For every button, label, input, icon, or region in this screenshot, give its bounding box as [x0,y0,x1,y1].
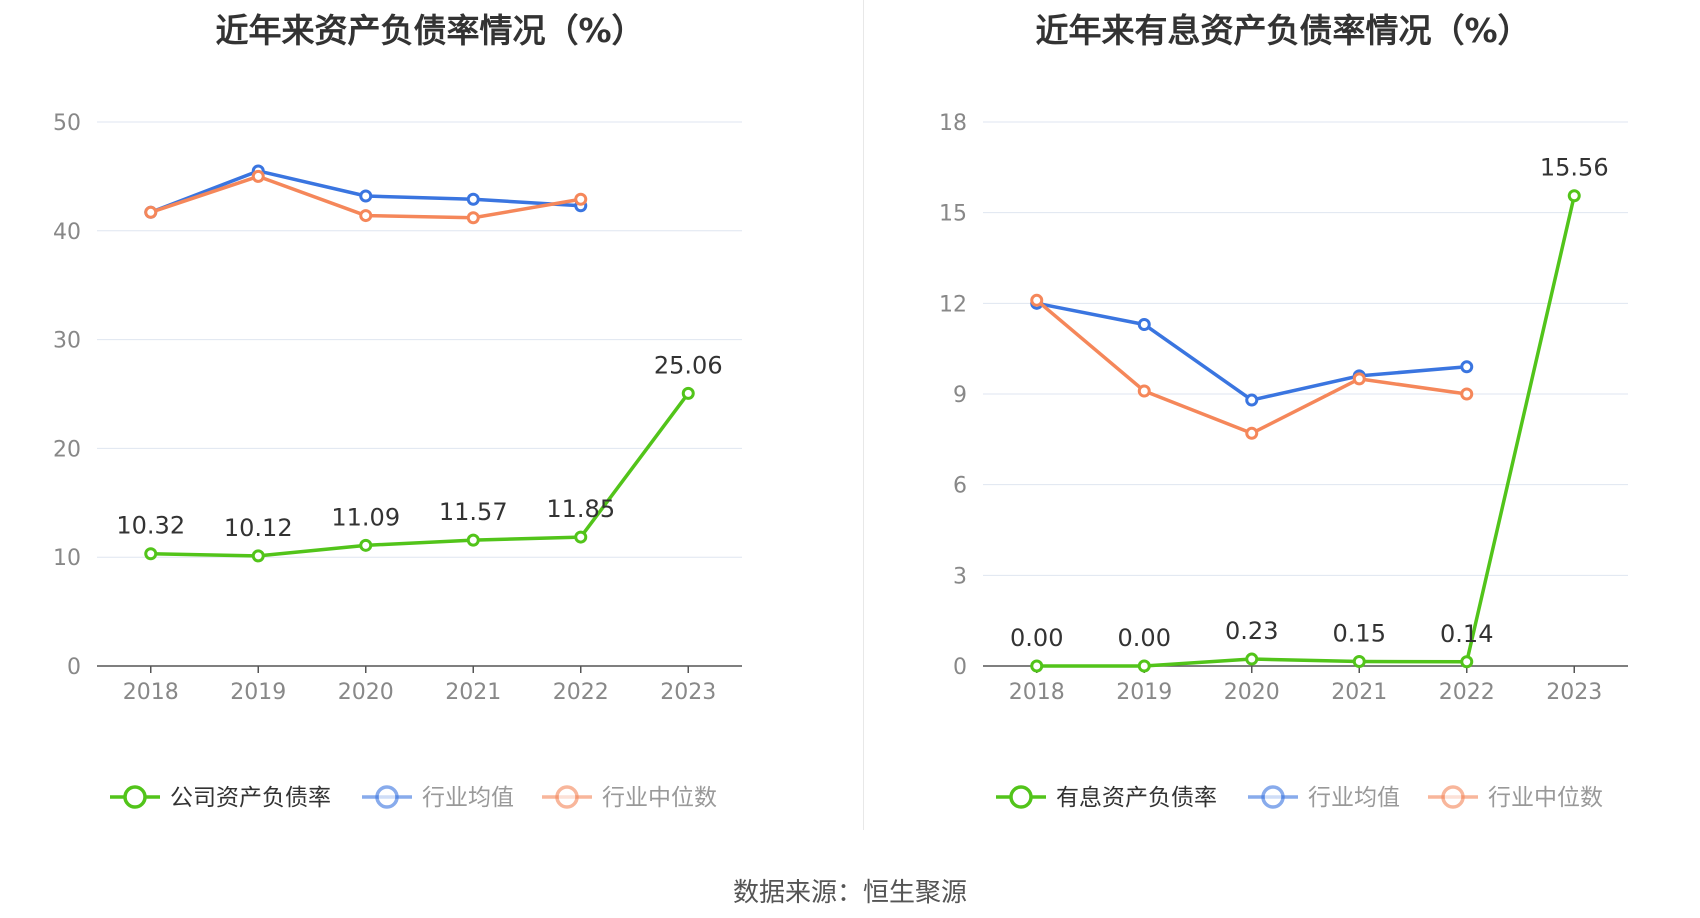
data-point [1030,659,1044,673]
data-point [1137,317,1151,331]
data-label: 10.12 [224,514,293,542]
series-industry-median [1030,293,1474,440]
data-point [1460,360,1474,374]
data-point [681,386,695,400]
y-tick-label: 15 [939,202,967,227]
y-tick-label: 50 [53,111,81,136]
legend-label: 行业均值 [422,785,514,811]
data-point [1245,426,1259,440]
gridlines: 0 3 6 9 12 15 18 [939,111,1628,680]
series-industry-median [144,169,588,225]
data-point [574,192,588,206]
data-point [359,189,373,203]
data-label: 25.06 [654,351,723,379]
data-point [1567,189,1581,203]
data-point [251,169,265,183]
legend-marker [1441,785,1465,809]
legend-label: 公司资产负债率 [170,785,331,811]
data-point [466,533,480,547]
panel-divider [863,0,864,830]
legend-marker [555,785,579,809]
data-point [1352,372,1366,386]
data-label: 0.23 [1225,617,1278,645]
series-company: 0.00 0.00 0.23 0.15 0.14 15.56 [1010,154,1609,673]
data-label: 11.57 [439,498,508,526]
data-point [144,547,158,561]
series-company: 10.32 10.12 11.09 11.57 11.85 25.06 [116,351,723,563]
data-point [144,205,158,219]
y-tick-label: 6 [953,474,967,499]
series-line [150,392,690,558]
x-tick-label: 2020 [338,680,394,705]
legend-label: 有息资产负债率 [1056,785,1217,811]
x-tick-label: 2020 [1224,680,1280,705]
chart-title: 近年来资产负债率情况（%） [215,11,645,50]
legend: 有息资产负债率 行业均值 行业中位数 [996,785,1603,811]
data-point [466,211,480,225]
data-point [1352,654,1366,668]
x-tick-label: 2022 [553,680,609,705]
legend-marker [1261,785,1285,809]
y-tick-label: 18 [939,111,967,136]
x-tick-label: 2019 [230,680,286,705]
data-point [251,549,265,563]
legend-label: 行业中位数 [1488,785,1603,811]
data-label: 0.00 [1010,624,1063,652]
x-tick-label: 2023 [660,680,716,705]
series-line [1035,298,1467,436]
x-tick-label: 2022 [1439,680,1495,705]
data-label: 11.09 [331,503,400,531]
gridlines: 0 10 20 30 40 50 [53,111,742,680]
chart-panel-debt-ratio: 近年来资产负债率情况（%） 0 10 20 30 40 50 2018 2019 2020 202… [0,0,860,830]
data-label: 10.32 [116,512,185,540]
data-point [359,209,373,223]
data-point [574,530,588,544]
chart-svg: 0 10 20 30 40 50 2018 2019 2020 2021 2022 2023 10.32… [53,111,742,811]
data-point [1245,652,1259,666]
data-label: 11.85 [546,495,615,523]
legend: 公司资产负债率 行业均值 行业中位数 [110,785,717,811]
series-line [1036,195,1576,668]
chart-panel-interest-debt-ratio: 近年来有息资产负债率情况（%） 0 3 6 9 12 15 18 2018 2019 2020 20… [866,0,1700,830]
legend-marker [123,785,147,809]
y-tick-label: 10 [53,546,81,571]
x-tick-label: 2018 [123,680,179,705]
legend-marker [375,785,399,809]
y-tick-label: 12 [939,292,967,317]
x-tick-label: 2023 [1546,680,1602,705]
data-point [1030,293,1044,307]
y-tick-label: 0 [953,655,967,680]
data-label: 0.00 [1118,624,1171,652]
x-tick-label: 2018 [1009,680,1065,705]
y-tick-label: 20 [53,437,81,462]
y-tick-label: 9 [953,383,967,408]
legend-marker [1009,785,1033,809]
data-point [1137,384,1151,398]
data-source: 数据来源：恒生聚源 [732,878,967,908]
data-point [1245,393,1259,407]
data-label: 0.14 [1440,620,1493,648]
y-tick-label: 0 [67,655,81,680]
legend-label: 行业均值 [1308,785,1400,811]
data-point [359,538,373,552]
x-tick-label: 2021 [445,680,501,705]
x-tick-label: 2019 [1116,680,1172,705]
legend-label: 行业中位数 [602,785,717,811]
data-point [1460,655,1474,669]
chart-title: 近年来有息资产负债率情况（%） [1035,11,1531,50]
data-point [1137,659,1151,673]
data-point [466,192,480,206]
y-tick-label: 40 [53,220,81,245]
data-label: 0.15 [1333,619,1386,647]
y-tick-label: 30 [53,329,81,354]
y-tick-label: 3 [953,564,967,589]
data-point [1460,387,1474,401]
x-tick-label: 2021 [1331,680,1387,705]
data-label: 15.56 [1540,154,1609,182]
